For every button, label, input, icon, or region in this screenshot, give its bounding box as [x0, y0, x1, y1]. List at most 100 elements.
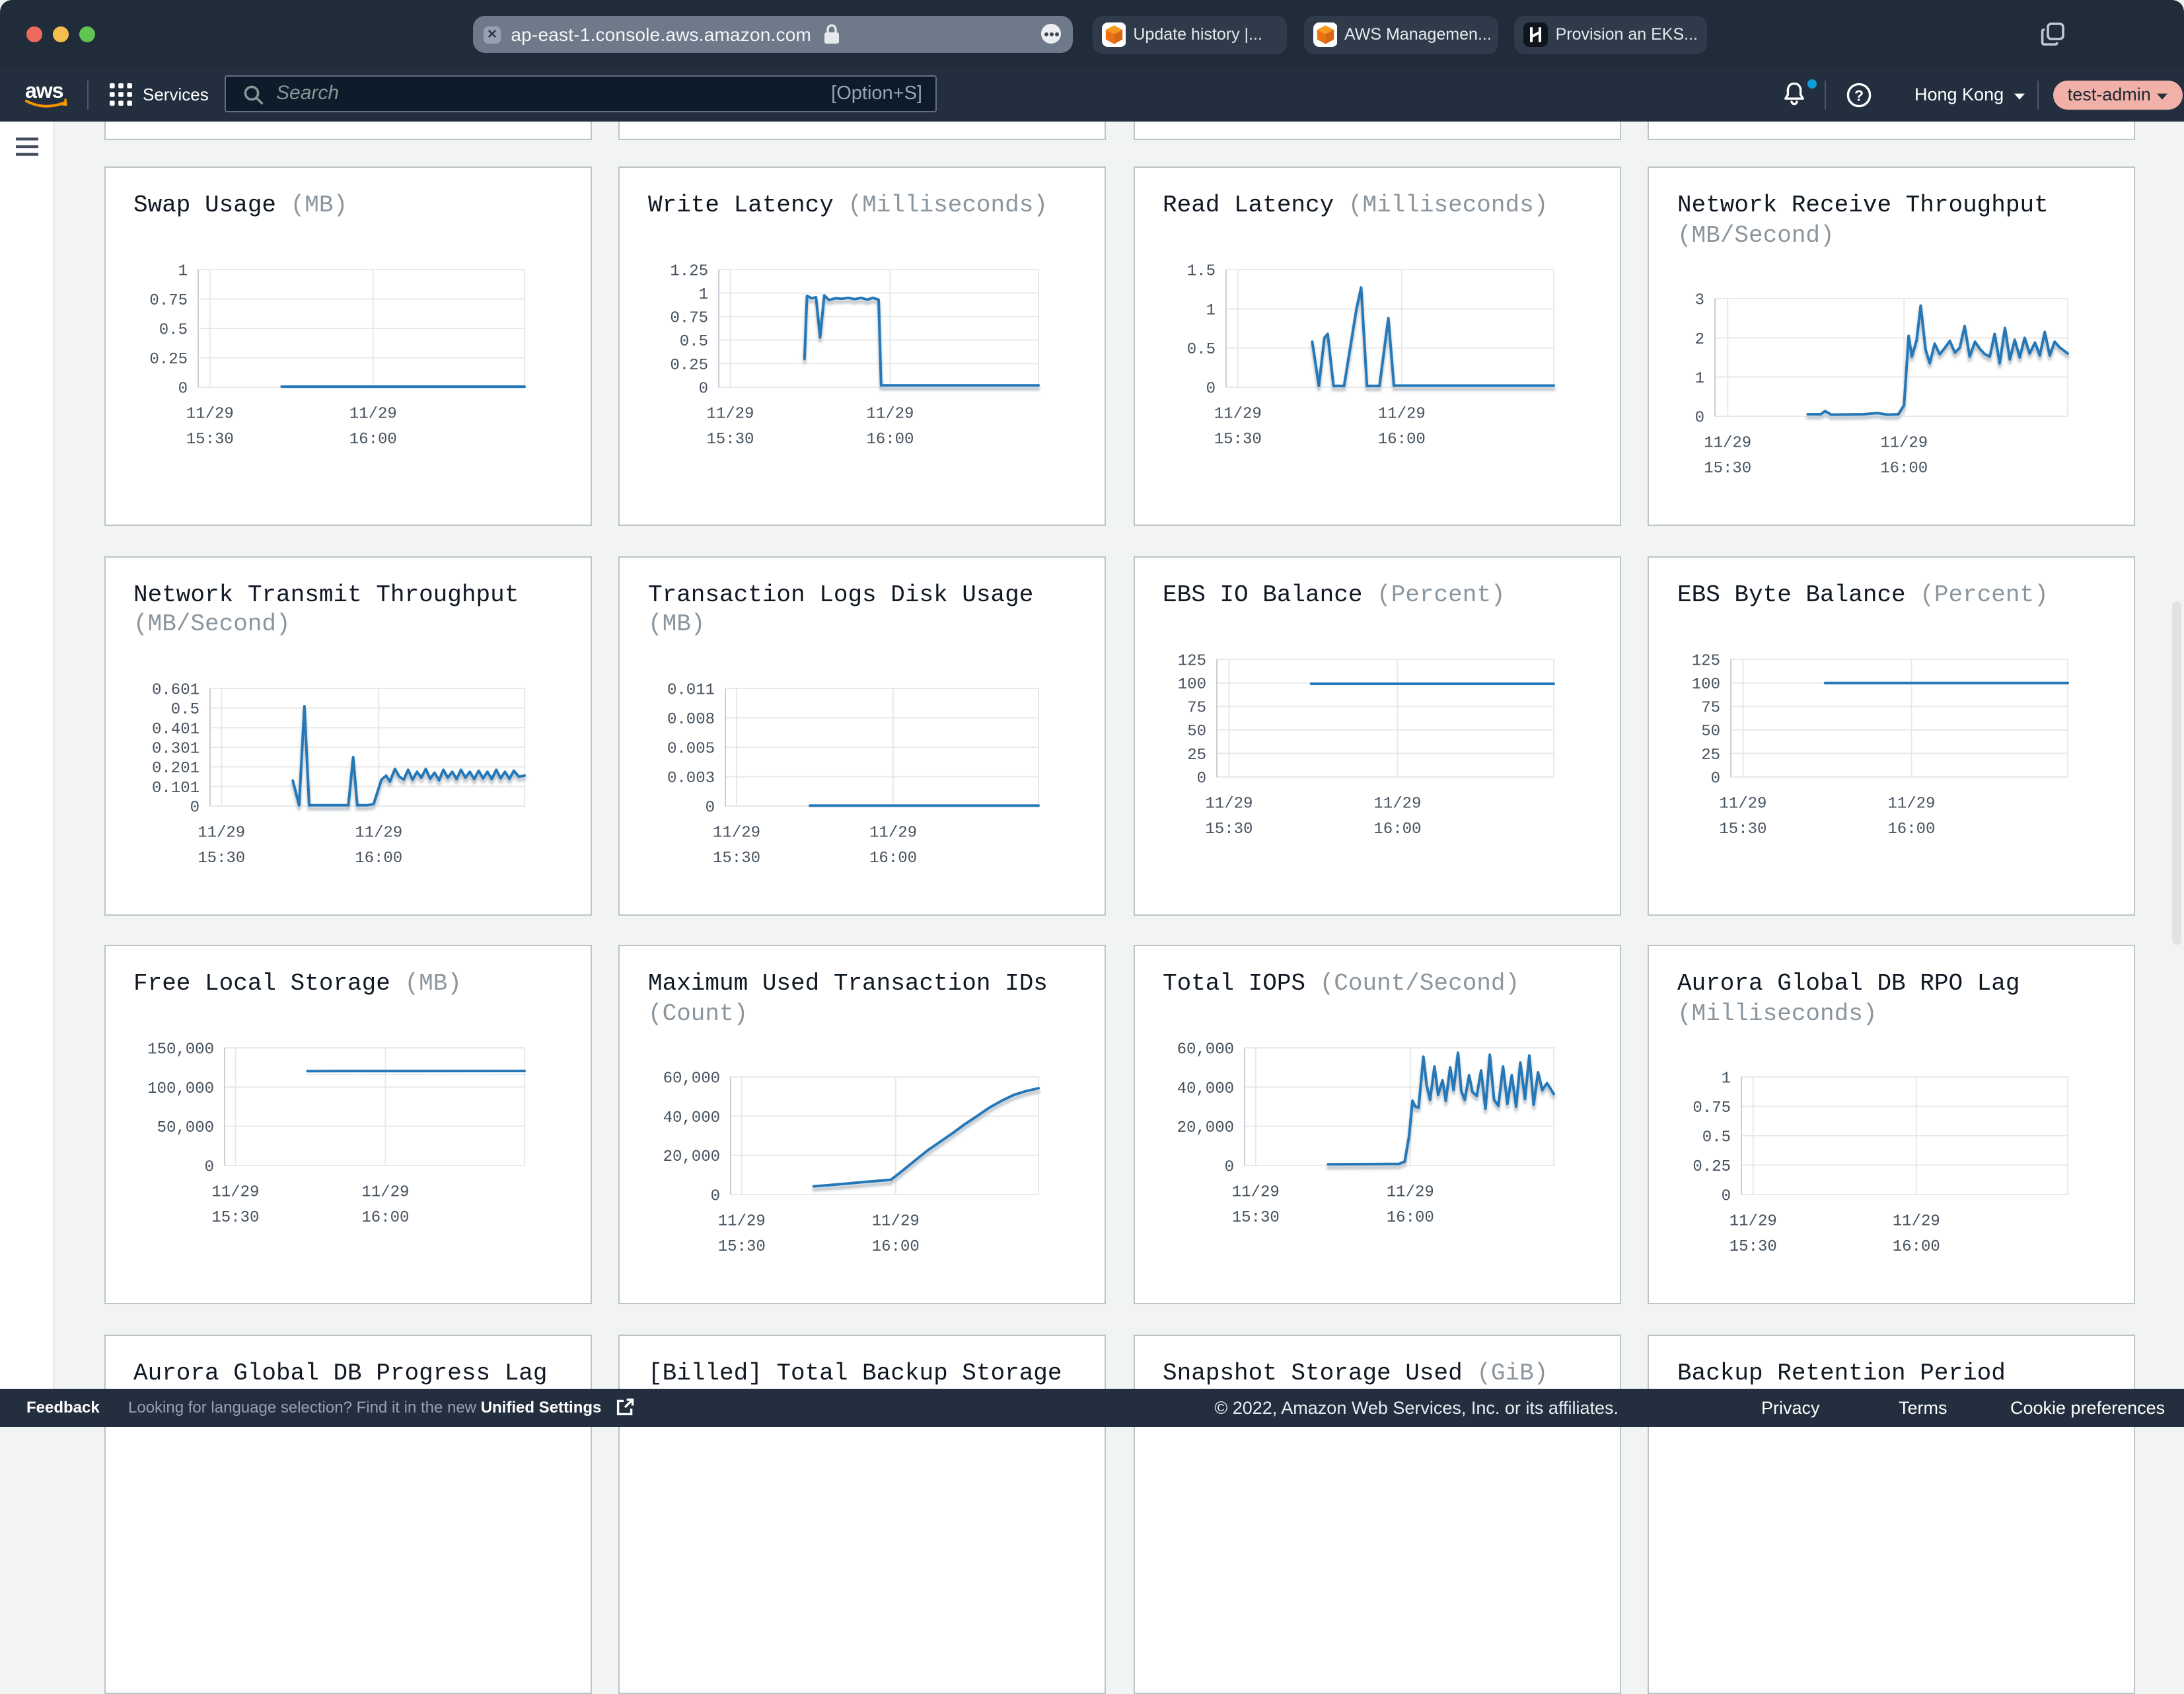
- svg-text:50: 50: [1186, 723, 1206, 741]
- svg-text:0.75: 0.75: [1693, 1100, 1731, 1118]
- svg-text:1: 1: [1206, 303, 1215, 320]
- svg-text:125: 125: [1692, 652, 1720, 670]
- svg-text:1.25: 1.25: [670, 263, 708, 281]
- svg-text:11/29: 11/29: [869, 824, 917, 842]
- svg-text:60,000: 60,000: [663, 1070, 720, 1088]
- svg-text:16:00: 16:00: [354, 850, 402, 867]
- svg-text:0.005: 0.005: [667, 740, 715, 758]
- svg-text:11/29: 11/29: [1373, 795, 1420, 813]
- svg-text:11/29: 11/29: [706, 406, 754, 424]
- svg-text:15:30: 15:30: [197, 850, 244, 867]
- svg-text:0.25: 0.25: [149, 351, 187, 369]
- svg-text:0: 0: [1206, 381, 1215, 398]
- svg-text:11/29: 11/29: [1214, 406, 1261, 424]
- svg-text:0.003: 0.003: [667, 770, 715, 788]
- svg-text:2: 2: [1695, 332, 1704, 350]
- svg-text:1: 1: [1722, 1070, 1731, 1088]
- svg-text:16:00: 16:00: [872, 1239, 920, 1257]
- svg-text:75: 75: [1186, 699, 1206, 717]
- svg-text:15:30: 15:30: [211, 1210, 258, 1228]
- svg-text:11/29: 11/29: [1719, 795, 1766, 813]
- svg-text:11/29: 11/29: [866, 406, 914, 424]
- svg-text:0: 0: [711, 1188, 720, 1206]
- svg-text:0: 0: [1722, 1188, 1731, 1206]
- svg-text:16:00: 16:00: [1893, 1239, 1940, 1257]
- svg-text:11/29: 11/29: [354, 824, 402, 842]
- svg-text:15:30: 15:30: [1704, 460, 1751, 478]
- svg-text:1: 1: [699, 287, 708, 305]
- svg-text:15:30: 15:30: [1719, 821, 1766, 838]
- svg-text:20,000: 20,000: [663, 1149, 720, 1167]
- svg-text:11/29: 11/29: [1893, 1213, 1940, 1231]
- svg-text:11/29: 11/29: [361, 1184, 408, 1202]
- svg-text:16:00: 16:00: [1377, 431, 1425, 449]
- svg-text:0: 0: [178, 381, 187, 398]
- svg-text:0.5: 0.5: [1186, 342, 1215, 359]
- svg-text:20,000: 20,000: [1177, 1120, 1233, 1138]
- svg-text:0.25: 0.25: [1693, 1159, 1731, 1177]
- svg-text:16:00: 16:00: [361, 1210, 408, 1228]
- svg-text:15:30: 15:30: [186, 431, 233, 449]
- svg-text:0: 0: [1196, 770, 1206, 788]
- svg-text:11/29: 11/29: [718, 1213, 766, 1231]
- svg-text:40,000: 40,000: [1177, 1081, 1233, 1099]
- svg-text:16:00: 16:00: [349, 431, 396, 449]
- svg-text:16:00: 16:00: [866, 431, 914, 449]
- svg-text:15:30: 15:30: [706, 431, 754, 449]
- svg-text:11/29: 11/29: [1386, 1184, 1434, 1202]
- svg-text:11/29: 11/29: [211, 1184, 258, 1202]
- svg-text:11/29: 11/29: [713, 824, 760, 842]
- svg-text:1.5: 1.5: [1186, 263, 1215, 281]
- svg-text:11/29: 11/29: [1231, 1184, 1279, 1202]
- svg-text:0: 0: [204, 1159, 213, 1177]
- svg-text:0.008: 0.008: [667, 711, 715, 729]
- svg-text:11/29: 11/29: [872, 1213, 920, 1231]
- svg-text:16:00: 16:00: [869, 850, 917, 867]
- svg-text:0.5: 0.5: [1702, 1129, 1731, 1147]
- svg-text:0: 0: [699, 381, 708, 398]
- svg-text:100: 100: [1692, 676, 1720, 694]
- svg-text:3: 3: [1695, 292, 1704, 310]
- svg-text:0.101: 0.101: [151, 780, 199, 797]
- svg-text:0.011: 0.011: [667, 681, 715, 699]
- svg-text:16:00: 16:00: [1386, 1210, 1434, 1228]
- svg-text:0.25: 0.25: [670, 357, 708, 375]
- svg-text:15:30: 15:30: [1214, 431, 1261, 449]
- svg-text:11/29: 11/29: [1880, 435, 1928, 453]
- svg-text:0.5: 0.5: [159, 322, 187, 340]
- svg-text:0.401: 0.401: [151, 721, 199, 739]
- svg-text:16:00: 16:00: [1880, 460, 1928, 478]
- svg-text:11/29: 11/29: [349, 406, 396, 424]
- svg-text:16:00: 16:00: [1887, 821, 1935, 838]
- svg-text:0.5: 0.5: [680, 334, 708, 351]
- svg-text:25: 25: [1186, 747, 1206, 764]
- svg-text:0.201: 0.201: [151, 760, 199, 778]
- svg-text:75: 75: [1701, 699, 1720, 717]
- svg-text:0.75: 0.75: [149, 293, 187, 311]
- svg-text:100: 100: [1177, 676, 1206, 694]
- svg-text:11/29: 11/29: [186, 406, 233, 424]
- svg-text:1: 1: [178, 263, 187, 281]
- svg-text:0.301: 0.301: [151, 740, 199, 758]
- svg-text:0: 0: [1224, 1159, 1233, 1177]
- svg-text:aws: aws: [25, 79, 63, 102]
- svg-text:15:30: 15:30: [718, 1239, 766, 1257]
- svg-text:0.601: 0.601: [151, 681, 199, 699]
- svg-text:50: 50: [1701, 723, 1720, 741]
- svg-text:11/29: 11/29: [197, 824, 244, 842]
- svg-text:0: 0: [190, 799, 199, 817]
- svg-text:0: 0: [706, 799, 715, 817]
- svg-text:0.75: 0.75: [670, 310, 708, 328]
- svg-text:125: 125: [1177, 652, 1206, 670]
- svg-text:11/29: 11/29: [1204, 795, 1252, 813]
- svg-text:40,000: 40,000: [663, 1110, 720, 1128]
- svg-text:11/29: 11/29: [1704, 435, 1751, 453]
- svg-text:50,000: 50,000: [157, 1120, 213, 1138]
- svg-text:60,000: 60,000: [1177, 1041, 1233, 1059]
- svg-text:0.5: 0.5: [170, 701, 199, 719]
- svg-text:16:00: 16:00: [1373, 821, 1420, 838]
- svg-text:11/29: 11/29: [1377, 406, 1425, 424]
- svg-text:?: ?: [1854, 86, 1863, 103]
- svg-text:15:30: 15:30: [713, 850, 760, 867]
- svg-text:25: 25: [1701, 747, 1720, 764]
